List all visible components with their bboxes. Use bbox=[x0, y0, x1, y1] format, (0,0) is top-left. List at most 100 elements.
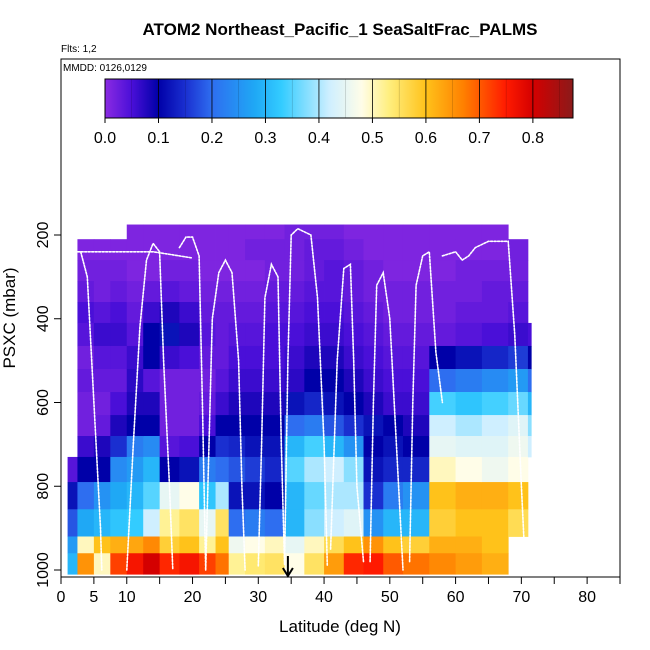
heatmap-cell bbox=[215, 392, 230, 416]
heatmap-cell bbox=[264, 345, 285, 370]
flight-profile-line bbox=[73, 251, 194, 259]
heatmap-cell bbox=[245, 281, 266, 303]
heatmap-cell bbox=[429, 509, 456, 537]
colorbar-tick-label: 0.6 bbox=[415, 130, 437, 147]
heatmap-cell bbox=[284, 456, 305, 483]
heatmap-cell bbox=[215, 345, 230, 370]
heatmap-cell bbox=[402, 369, 430, 393]
heatmap-cell bbox=[77, 456, 95, 483]
heatmap-cell bbox=[228, 553, 246, 575]
heatmap-cell bbox=[143, 302, 161, 324]
heatmap-cell bbox=[159, 260, 180, 282]
heatmap-cell bbox=[383, 239, 404, 261]
heatmap-cell bbox=[215, 536, 230, 554]
heatmap-cell bbox=[343, 302, 364, 324]
heatmap-cell bbox=[284, 369, 305, 393]
flight-profiles bbox=[73, 227, 526, 571]
heatmap-cell bbox=[110, 302, 128, 324]
heatmap-cell bbox=[126, 456, 144, 483]
heatmap-cell bbox=[343, 436, 364, 458]
heatmap-cell bbox=[110, 369, 128, 393]
chart-title: ATOM2 Northeast_Pacific_1 SeaSaltFrac_PA… bbox=[143, 20, 538, 39]
heatmap-cell bbox=[264, 482, 285, 510]
heatmap-cell bbox=[215, 369, 230, 393]
heatmap-cell bbox=[93, 536, 111, 554]
heatmap-cell bbox=[93, 322, 111, 347]
x-axis-label: Latitude (deg N) bbox=[279, 617, 401, 636]
heatmap-cell bbox=[93, 239, 111, 261]
heatmap-cell bbox=[159, 239, 180, 261]
heatmap-cell bbox=[402, 436, 430, 458]
heatmap-cell bbox=[77, 322, 95, 347]
heatmap-cell bbox=[402, 260, 430, 282]
heatmap-cell bbox=[179, 369, 200, 393]
heatmap-cell bbox=[179, 322, 200, 347]
heatmap-cell bbox=[245, 345, 266, 370]
heatmap-cell bbox=[143, 553, 161, 575]
heatmap-cell bbox=[77, 281, 95, 303]
heatmap-cell bbox=[527, 415, 532, 437]
heatmap-cell bbox=[481, 553, 509, 575]
heatmap-cell bbox=[455, 281, 483, 303]
heatmap-cell bbox=[455, 456, 483, 483]
heatmap-cell bbox=[199, 260, 216, 282]
heatmap-cell bbox=[508, 415, 529, 437]
heatmap-cell bbox=[481, 392, 509, 416]
heatmap-cell bbox=[343, 322, 364, 347]
heatmap-cell bbox=[481, 369, 509, 393]
heatmap-cell bbox=[324, 345, 345, 370]
heatmap-cell bbox=[481, 302, 509, 324]
colorbar-tick-label: 0.2 bbox=[201, 130, 223, 147]
heatmap-cell bbox=[429, 322, 456, 347]
heatmap-cell bbox=[199, 224, 216, 240]
heatmap-cell bbox=[179, 436, 200, 458]
heatmap-cell bbox=[481, 345, 509, 370]
heatmap-cell bbox=[215, 239, 230, 261]
heatmap-cell bbox=[343, 239, 364, 261]
heatmap-cell bbox=[363, 260, 384, 282]
heatmap-cell bbox=[179, 415, 200, 437]
heatmap-cell bbox=[264, 456, 285, 483]
heatmap-cell bbox=[245, 415, 266, 437]
heatmap-cell bbox=[143, 281, 161, 303]
y-tick-label: 200 bbox=[35, 222, 52, 249]
heatmap-cell bbox=[284, 536, 305, 554]
heatmap-cell bbox=[126, 322, 144, 347]
heatmap-cell bbox=[77, 239, 95, 261]
heatmap-cell bbox=[126, 281, 144, 303]
heatmap-cell bbox=[481, 456, 509, 483]
heatmap-cell bbox=[143, 369, 161, 393]
heatmap-cell bbox=[481, 482, 509, 510]
arrow-marker bbox=[282, 556, 294, 578]
heatmap-cell bbox=[363, 482, 384, 510]
colorbar-tick-label: 0.7 bbox=[468, 130, 490, 147]
heatmap-cell bbox=[179, 553, 200, 575]
heatmap-cell bbox=[179, 509, 200, 537]
heatmap-cell bbox=[179, 224, 200, 240]
y-axis-label: PSXC (mbar) bbox=[0, 267, 19, 368]
heatmap-cell bbox=[159, 456, 180, 483]
colorbar-tick-label: 0.0 bbox=[94, 130, 116, 147]
heatmap-cell bbox=[143, 415, 161, 437]
heatmap-cell bbox=[284, 322, 305, 347]
heatmap-cell bbox=[284, 345, 305, 370]
heatmap-cell bbox=[429, 260, 456, 282]
heatmap-cell bbox=[304, 239, 325, 261]
heatmap-cell bbox=[159, 415, 180, 437]
heatmap-cell bbox=[363, 415, 384, 437]
heatmap-cell bbox=[429, 369, 456, 393]
heatmap-cell bbox=[77, 392, 95, 416]
heatmap-cell bbox=[264, 392, 285, 416]
heatmap-cell bbox=[481, 536, 509, 554]
heatmap-cell bbox=[429, 345, 456, 370]
heatmap-cell bbox=[527, 392, 532, 416]
heatmap-cell bbox=[508, 456, 529, 483]
heatmap-cell bbox=[429, 536, 456, 554]
heatmap-cell bbox=[215, 281, 230, 303]
heatmap-cell bbox=[110, 436, 128, 458]
heatmap-cell bbox=[363, 553, 384, 575]
heatmap-cell bbox=[508, 322, 529, 347]
flight-profile-line bbox=[408, 250, 444, 563]
heatmap-cell bbox=[481, 509, 509, 537]
heatmap-cell bbox=[143, 392, 161, 416]
